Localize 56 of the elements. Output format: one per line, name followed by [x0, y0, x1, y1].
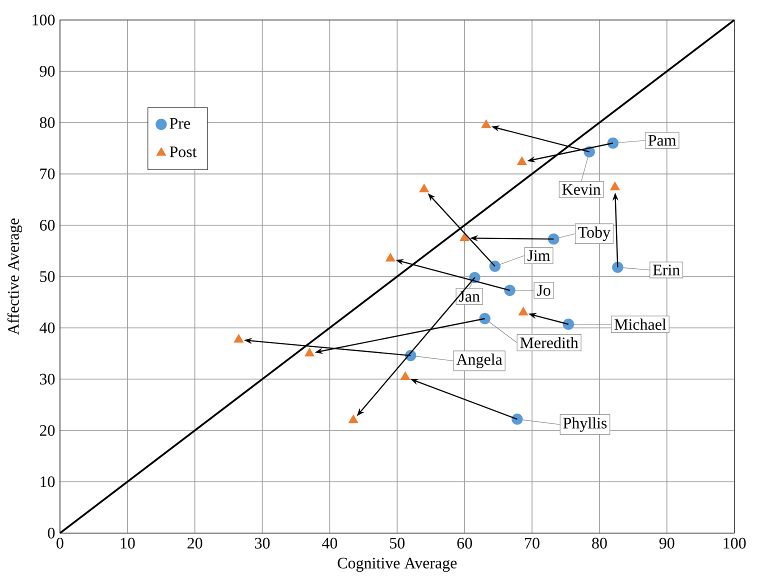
point: [504, 284, 516, 296]
point: [610, 182, 620, 190]
annotation: Pam: [648, 135, 676, 146]
y-tick-label: 90: [40, 66, 55, 77]
legend-label: Pre: [170, 118, 190, 129]
y-tick-label: 10: [40, 476, 55, 488]
point: [548, 234, 560, 245]
x-tick-label: 20: [188, 538, 202, 549]
point: [562, 318, 574, 330]
x-tick-label: 80: [592, 538, 607, 549]
y-tick-label: 70: [40, 168, 55, 180]
annotation: Erin: [653, 264, 680, 276]
point: [304, 348, 314, 357]
annotation: Meredith: [520, 337, 578, 348]
x-tick-label: 70: [525, 538, 540, 549]
annotation: Michael: [614, 318, 666, 330]
point: [400, 372, 410, 380]
point: [512, 414, 523, 425]
point: [481, 120, 492, 128]
x-tick-label: 0: [56, 538, 64, 549]
x-tick-label: 10: [120, 538, 135, 549]
y-tick-label: 80: [40, 117, 55, 128]
point: [517, 156, 527, 166]
annotation: Toby: [578, 226, 610, 242]
point: [386, 253, 396, 262]
y-tick-label: 100: [32, 14, 55, 26]
y-tick-label: 60: [40, 220, 55, 231]
annotation: Jo: [537, 285, 550, 296]
y-tick-label: 0: [48, 528, 55, 539]
point: [489, 260, 501, 272]
x-tick-label: 30: [255, 538, 270, 549]
x-tick-label: 40: [322, 538, 338, 549]
point: [607, 138, 619, 149]
point: [479, 313, 490, 324]
annotation: Angela: [456, 354, 502, 368]
annotation: Jan: [459, 291, 480, 302]
y-axis-title: Affective Average: [7, 218, 22, 336]
x-tick-label: 90: [659, 538, 674, 549]
y-tick-label: 40: [40, 322, 55, 334]
x-tick-label: 100: [724, 538, 746, 549]
point: [348, 414, 358, 424]
annotation: Phyllis: [563, 417, 607, 432]
x-axis-title: Cognitive Average: [338, 558, 457, 572]
annotation: Jim: [528, 250, 550, 262]
point: [460, 232, 470, 242]
y-tick-label: 50: [40, 271, 55, 282]
point: [612, 262, 624, 274]
y-tick-label: 30: [40, 374, 55, 385]
legend-label: Post: [170, 146, 197, 158]
x-tick-label: 50: [390, 538, 405, 549]
point: [234, 334, 244, 343]
point: [518, 306, 528, 316]
x-tick-label: 60: [457, 538, 472, 549]
y-tick-label: 20: [40, 425, 55, 436]
annotation: Kevin: [562, 184, 601, 195]
point: [419, 184, 430, 192]
